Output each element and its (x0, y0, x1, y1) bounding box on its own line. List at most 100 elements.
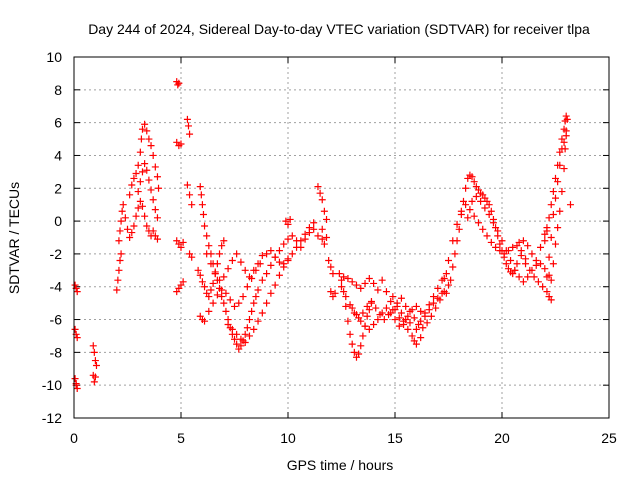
data-point (410, 314, 418, 322)
plot-frame (73, 56, 610, 419)
data-point (263, 299, 271, 307)
data-point (263, 250, 271, 258)
data-point (487, 238, 495, 246)
data-point (117, 217, 125, 225)
data-point (310, 219, 318, 227)
data-point (153, 173, 161, 181)
data-point (218, 242, 226, 250)
data-point (513, 260, 521, 268)
data-point (149, 196, 157, 204)
data-point (203, 232, 211, 240)
data-point (455, 225, 463, 233)
data-point (245, 273, 253, 281)
data-point (502, 260, 510, 268)
data-point (350, 348, 358, 356)
data-point (552, 194, 559, 202)
data-point (245, 332, 253, 340)
data-point (250, 299, 258, 307)
data-point (537, 260, 545, 268)
data-point (485, 211, 493, 219)
data-point (134, 188, 142, 196)
data-point (563, 115, 571, 123)
data-point (128, 181, 136, 189)
data-point (365, 275, 373, 283)
data-point (254, 260, 262, 268)
data-point (119, 201, 127, 209)
data-points (71, 78, 574, 392)
y-tick-label: -12 (42, 410, 62, 426)
data-point (314, 232, 322, 240)
data-point (153, 235, 161, 243)
data-point (218, 293, 226, 301)
data-point (196, 183, 204, 191)
data-point (143, 127, 151, 135)
data-point (342, 293, 350, 301)
data-point (218, 286, 226, 294)
data-point (361, 322, 369, 330)
data-point (432, 304, 440, 312)
data-point (541, 265, 549, 273)
data-point (549, 188, 557, 196)
data-point (445, 256, 452, 264)
data-point (545, 214, 553, 222)
data-point (275, 258, 283, 266)
data-point (524, 273, 532, 281)
data-point (114, 276, 122, 284)
data-point (132, 212, 140, 220)
data-point (382, 304, 390, 312)
data-point (549, 260, 557, 268)
data-point (141, 212, 149, 220)
data-point (179, 278, 187, 286)
y-tick-label: 0 (54, 213, 62, 229)
data-point (207, 260, 215, 268)
data-point (205, 293, 213, 301)
data-point (470, 212, 478, 220)
data-point (466, 206, 474, 214)
data-point (442, 270, 450, 278)
data-point (233, 250, 241, 258)
data-point (267, 261, 275, 269)
data-point (320, 240, 328, 248)
data-point (440, 275, 448, 283)
data-point (155, 184, 163, 192)
data-point (149, 227, 157, 235)
data-point (174, 81, 182, 89)
data-point (327, 263, 335, 271)
data-point (423, 319, 431, 327)
data-point (205, 242, 213, 250)
data-point (91, 373, 99, 381)
data-point (327, 288, 335, 296)
grid-lines (74, 57, 609, 418)
data-point (138, 125, 146, 133)
data-point (320, 207, 328, 215)
data-point (391, 316, 399, 324)
data-point (357, 284, 365, 292)
data-point (318, 225, 326, 233)
data-point (134, 204, 142, 212)
data-point (419, 324, 427, 332)
data-point (209, 279, 217, 287)
data-point (449, 237, 457, 245)
x-axis-title: GPS time / hours (287, 457, 394, 473)
data-point (186, 191, 194, 199)
data-point (117, 250, 125, 258)
data-point (228, 325, 236, 333)
data-point (138, 168, 146, 176)
data-point (397, 294, 405, 302)
data-point (447, 276, 455, 284)
data-point (197, 191, 205, 199)
data-point (248, 307, 256, 315)
data-point (213, 291, 221, 299)
data-point (352, 311, 360, 319)
data-point (481, 204, 489, 212)
x-tick-label: 25 (601, 430, 617, 446)
data-point (547, 234, 555, 241)
data-point (147, 186, 155, 194)
data-point (522, 260, 530, 268)
data-point (370, 320, 378, 328)
data-point (430, 293, 438, 301)
data-point (545, 293, 553, 301)
data-point (113, 286, 121, 294)
data-point (134, 161, 142, 169)
data-point (515, 238, 523, 246)
